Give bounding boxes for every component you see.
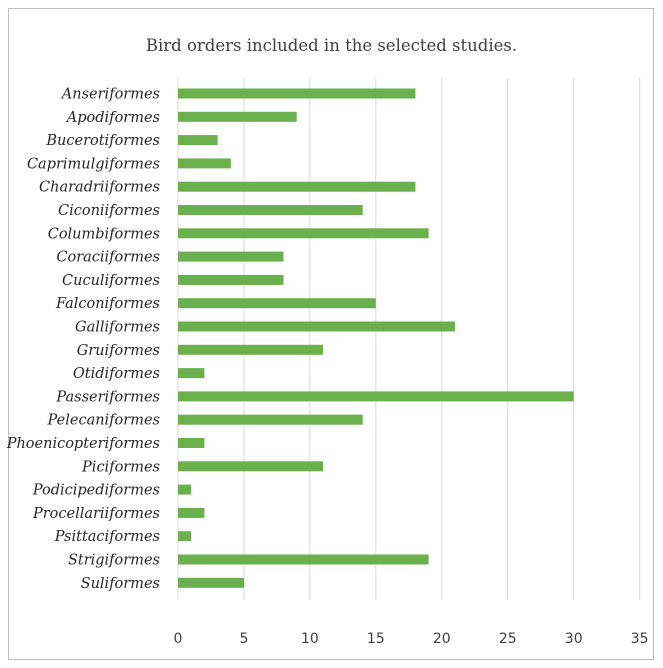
category-label: Psittaciformes — [54, 529, 160, 545]
x-tick-label: 0 — [174, 631, 183, 647]
bar-charadriiformes — [178, 181, 416, 192]
category-label: Falconiformes — [55, 296, 160, 312]
category-label: Columbiformes — [48, 226, 160, 242]
x-tick-label: 10 — [301, 631, 319, 647]
x-tick-label: 35 — [631, 631, 649, 647]
category-label: Galliformes — [75, 320, 160, 336]
x-axis-tick-labels: 0 5 10 15 20 25 30 35 — [174, 631, 649, 647]
category-label: Anseriformes — [60, 87, 160, 103]
category-label: Gruiformes — [77, 343, 160, 359]
bar-bucerotiformes — [178, 135, 218, 146]
category-label: Pelecaniformes — [47, 413, 160, 429]
bar-columbiformes — [178, 228, 429, 239]
category-label: Coraciiformes — [56, 250, 160, 266]
category-labels: Anseriformes Apodiformes Bucerotiformes Cap… — [6, 87, 160, 592]
category-label: Charadriiformes — [39, 180, 160, 196]
bar-psittaciformes — [178, 531, 192, 542]
gridlines — [177, 78, 641, 600]
bar-suliformes — [178, 577, 244, 588]
bar-coraciiformes — [178, 251, 284, 262]
bar-ciconiiformes — [178, 205, 363, 215]
category-label: Apodiformes — [65, 110, 160, 126]
bar-galliformes — [178, 321, 455, 332]
x-tick-label: 20 — [433, 631, 451, 647]
chart-title: Bird orders included in the selected stu… — [145, 36, 518, 55]
bar-otidiformes — [178, 368, 205, 379]
bar-phoenicopteriformes — [178, 438, 205, 448]
category-label: Piciformes — [81, 459, 160, 475]
bar-caprimulgiformes — [178, 158, 231, 169]
chart-frame — [8, 8, 654, 660]
bar-anseriformes — [178, 88, 416, 99]
bar-podicipediformes — [178, 484, 192, 495]
x-tick-label: 25 — [499, 631, 517, 647]
category-label: Passeriformes — [55, 389, 160, 405]
bar-pelecaniformes — [178, 414, 363, 425]
bars — [178, 88, 574, 588]
bar-gruiformes — [178, 344, 324, 355]
bar-falconiformes — [178, 298, 376, 309]
category-label: Bucerotiformes — [45, 133, 160, 149]
category-label: Strigiformes — [68, 553, 160, 569]
x-tick-label: 5 — [239, 631, 248, 647]
category-label: Ciconiiformes — [58, 203, 160, 219]
category-label: Procellariiformes — [32, 506, 160, 522]
x-tick-label: 15 — [367, 631, 385, 647]
category-label: Cuculiformes — [62, 273, 160, 289]
bar-passeriformes — [178, 391, 574, 402]
category-label: Phoenicopteriformes — [6, 436, 160, 452]
x-tick-label: 30 — [565, 631, 583, 647]
category-label: Podicipediformes — [32, 483, 160, 499]
bar-piciformes — [178, 461, 324, 472]
bar-strigiformes — [178, 554, 429, 565]
bar-cuculiformes — [178, 274, 284, 285]
bar-apodiformes — [178, 111, 297, 122]
category-label: Caprimulgiformes — [27, 156, 160, 172]
category-label: Otidiformes — [73, 366, 160, 382]
category-label: Suliformes — [81, 576, 160, 592]
bar-procellariiformes — [178, 507, 205, 518]
